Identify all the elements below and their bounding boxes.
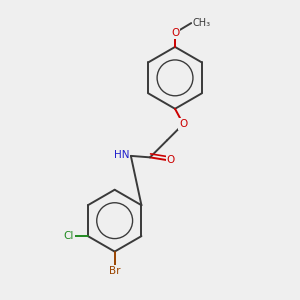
Text: Cl: Cl	[64, 231, 74, 241]
Text: O: O	[179, 119, 188, 129]
Text: O: O	[167, 155, 175, 165]
Text: CH₃: CH₃	[193, 18, 211, 28]
Text: O: O	[171, 28, 179, 38]
Text: HN: HN	[114, 150, 129, 160]
Text: Br: Br	[109, 266, 120, 276]
